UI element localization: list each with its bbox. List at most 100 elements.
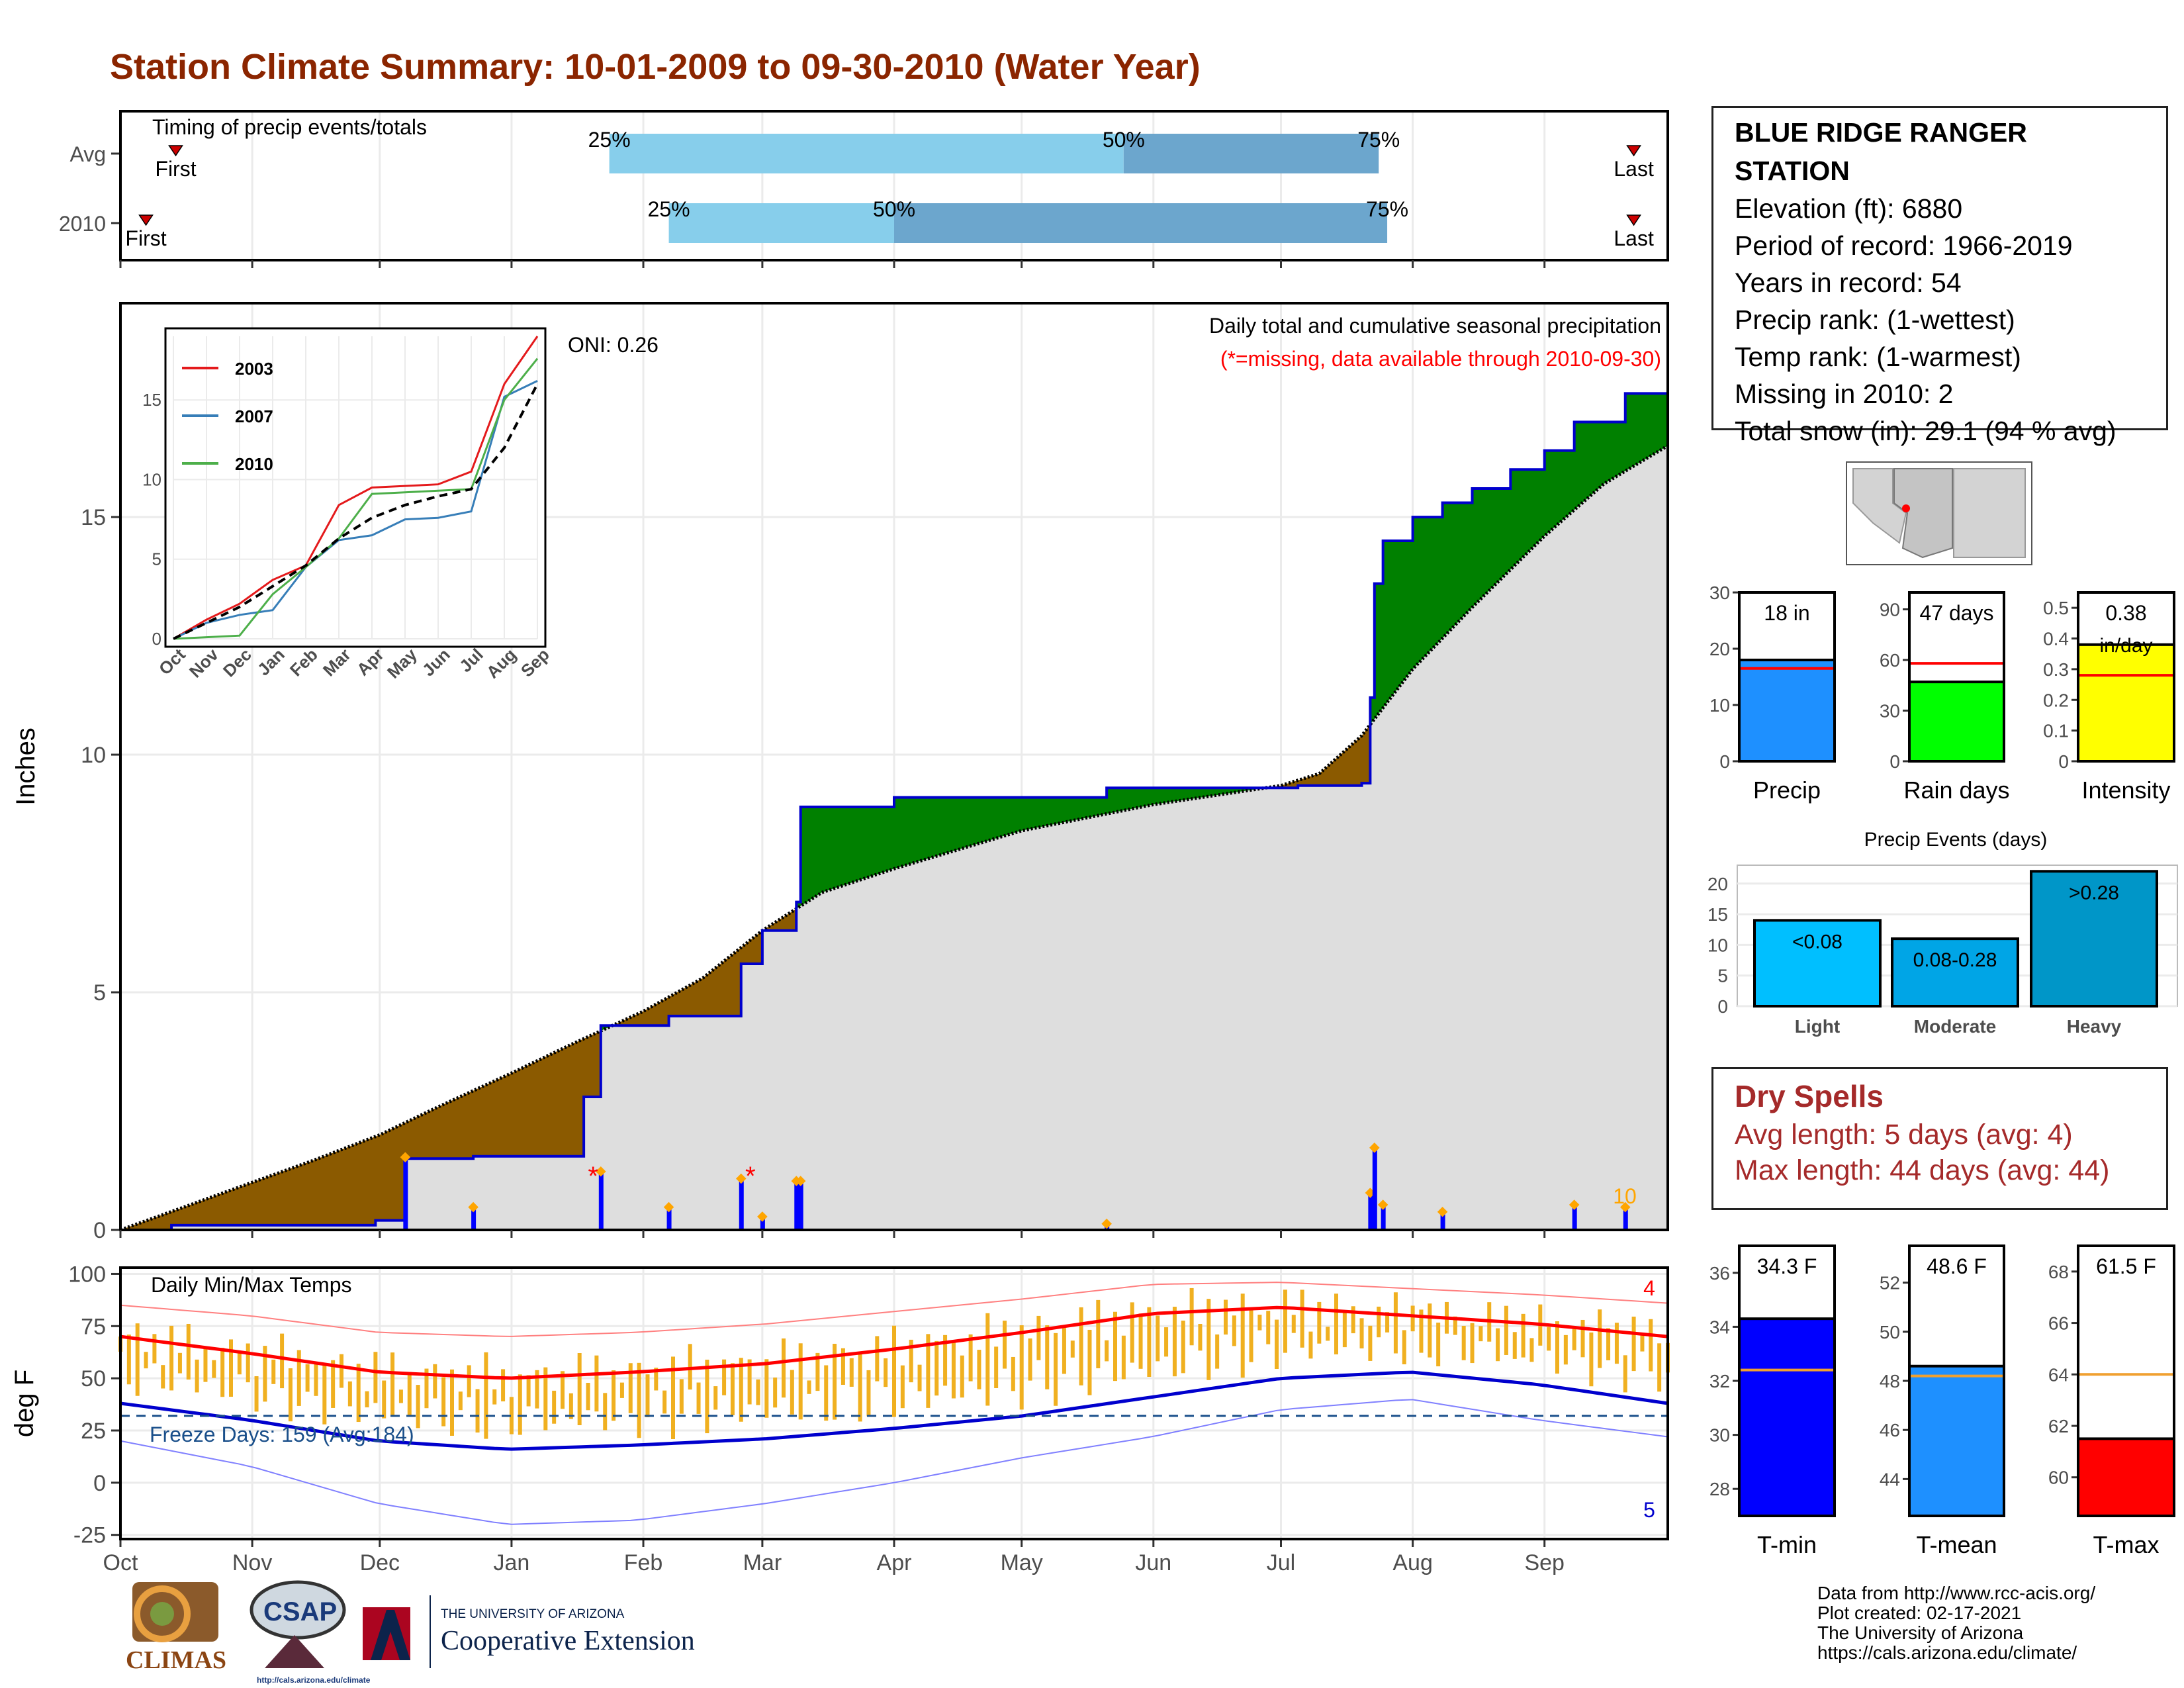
temp-ytick-label: 50 [81, 1366, 106, 1391]
temp-daily-bar [340, 1354, 343, 1388]
temp-daily-bar [679, 1379, 684, 1414]
intensity-ytick-label: 0.5 [2043, 598, 2069, 618]
precip-ytick-label: 5 [93, 980, 106, 1006]
temp-daily-bar [1172, 1307, 1177, 1377]
temp-daily-bar [1419, 1309, 1424, 1353]
events-bar-label: 0.08-0.28 [1913, 949, 1997, 971]
temp-ytick-label: 100 [68, 1262, 106, 1287]
intensity-value-label: 0.38 [2105, 601, 2146, 625]
csap-logo: CSAP http://cals.arizona.edu/climate [250, 1580, 371, 1685]
temp-min-frame [1738, 1244, 1836, 1517]
temp-daily-bar [1138, 1313, 1143, 1369]
temp-daily-bar [1572, 1327, 1576, 1350]
precip-ylabel: Inches [11, 727, 40, 806]
precip-daily-bar [1623, 1208, 1628, 1230]
temp-daily-bar [1079, 1307, 1083, 1385]
precip-event-marker [1101, 1218, 1112, 1229]
temp-daily-bar [1317, 1301, 1322, 1344]
temp-daily-bar [1130, 1302, 1134, 1363]
credits: Data from http://www.rcc-acis.org/ Plot … [1817, 1583, 2095, 1663]
temp-daily-bar [203, 1346, 208, 1382]
temp-record-high-count: 4 [1643, 1276, 1655, 1300]
timing-marker-last [1626, 145, 1642, 157]
map-new-mexico [1953, 468, 2026, 558]
precip-average-line [120, 444, 1669, 1232]
events-category-label: Heavy [2067, 1016, 2122, 1037]
temp-daily-bar [833, 1343, 837, 1420]
temp-daily-bar [713, 1386, 718, 1410]
temp-daily-bar [1121, 1335, 1126, 1380]
temp-daily-bar [1215, 1334, 1220, 1369]
events-category-label: Light [1795, 1016, 1840, 1037]
temp-max-category-label: T-max [2093, 1531, 2159, 1558]
timing-marker-label: First [155, 157, 196, 181]
temp-daily-bar [730, 1363, 735, 1415]
precip-daily-bar [1440, 1213, 1445, 1230]
temp-daily-bar [1385, 1312, 1390, 1333]
precip-total-ytick-label: 10 [1709, 695, 1730, 716]
temp-mean-value-label: 48.6 F [1927, 1254, 1987, 1278]
temp-xtick-label: Mar [743, 1550, 782, 1575]
university-of-arizona-logo: THE UNIVERSITY OF ARIZONA Cooperative Ex… [363, 1595, 695, 1668]
temp-daily-bar [1291, 1315, 1296, 1333]
temp-daily-bar [1504, 1305, 1508, 1355]
precip-total-bar [1738, 659, 1836, 763]
temp-daily-bar [1308, 1331, 1313, 1359]
precip-daily-bar [666, 1208, 672, 1230]
temp-daily-bar [951, 1340, 956, 1399]
temp-daily-bar [433, 1364, 437, 1399]
temp-min-ytick-label: 34 [1709, 1317, 1730, 1337]
timing-row-label: Avg [69, 142, 106, 166]
precip-subtitle: (*=missing, data available through 2010-… [1220, 347, 1661, 371]
precip-total-frame [1738, 591, 1836, 763]
temp-daily-bar [458, 1391, 463, 1411]
csap-url: http://cals.arizona.edu/climate [257, 1675, 371, 1685]
temp-daily-bar [246, 1343, 250, 1383]
temp-daily-bar [662, 1390, 667, 1414]
temp-daily-bar [1003, 1321, 1007, 1369]
temp-daily-bar [1563, 1335, 1568, 1365]
temp-daily-bar [926, 1334, 931, 1408]
temp-ytick-label: -25 [73, 1523, 106, 1548]
map-california [1852, 468, 1907, 544]
station-snow: Total snow (in): 29.1 (94 % avg) [1735, 416, 2116, 446]
temp-daily-bar [1368, 1325, 1373, 1361]
temp-daily-bar [144, 1352, 148, 1369]
temp-xtick-label: Apr [877, 1550, 912, 1575]
rain-days-frame [1908, 591, 2005, 763]
intensity-unit-label: in/day [2099, 635, 2152, 657]
temp-daily-bar [305, 1364, 310, 1392]
precip-daily-bar [760, 1218, 765, 1230]
precip-event-marker [757, 1211, 768, 1222]
temp-daily-bar [288, 1368, 293, 1422]
temp-daily-bar [1113, 1311, 1117, 1382]
temp-daily-bar [152, 1334, 157, 1364]
temp-max-bar [2077, 1437, 2175, 1517]
temp-daily-bar [126, 1335, 131, 1385]
temp-daily-bar [1036, 1315, 1041, 1360]
temp-daily-bar [271, 1359, 276, 1384]
precip-missing-marker: * [745, 1162, 756, 1191]
temp-max-ytick-label: 64 [2048, 1364, 2069, 1385]
precip-daily-bar [471, 1208, 477, 1230]
temp-mean-category-label: T-mean [1916, 1531, 1997, 1558]
temp-daily-bar [492, 1389, 497, 1405]
temp-daily-bar [1521, 1313, 1525, 1358]
events-bar-label: >0.28 [2069, 882, 2119, 904]
temp-daily-bar [1198, 1324, 1203, 1351]
map-arizona [1893, 468, 1953, 559]
temp-daily-bar [968, 1334, 973, 1382]
temp-daily-bar [1249, 1309, 1253, 1362]
temp-daily-bar [1555, 1321, 1559, 1374]
temp-daily-bar [1334, 1293, 1338, 1355]
temp-min-ytick-label: 28 [1709, 1479, 1730, 1499]
intensity-ytick-label: 0 [2058, 751, 2069, 772]
ua-big-text: Cooperative Extension [441, 1626, 695, 1656]
timing-row-label: 2010 [59, 212, 106, 236]
precip-ytick-label: 10 [81, 743, 106, 768]
temp-xtick-label: Oct [103, 1550, 138, 1575]
temp-daily-bar [1181, 1320, 1185, 1374]
temp-daily-bar [322, 1363, 327, 1425]
temp-daily-bar [1529, 1338, 1534, 1362]
